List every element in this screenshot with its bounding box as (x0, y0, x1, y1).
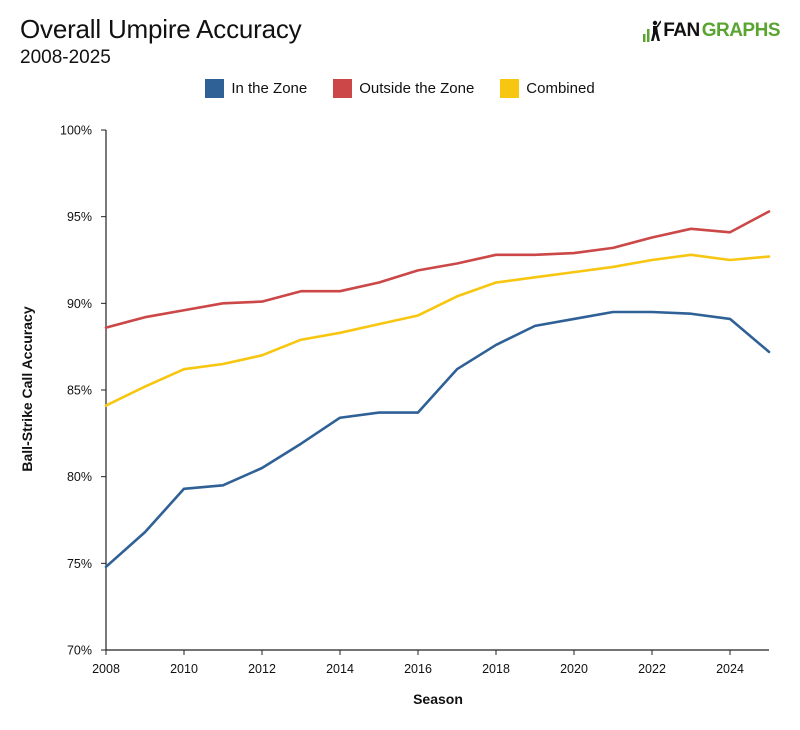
x-tick-label: 2010 (170, 662, 198, 676)
legend-label-in-zone: In the Zone (231, 80, 308, 97)
x-tick-label: 2014 (326, 662, 354, 676)
x-tick-label: 2018 (482, 662, 510, 676)
legend-label-combined: Combined (526, 80, 595, 97)
chart-subtitle: 2008-2025 (20, 47, 111, 68)
x-tick-label: 2008 (92, 662, 120, 676)
legend-item-combined: Combined (500, 79, 595, 98)
x-tick-label: 2012 (248, 662, 276, 676)
legend-item-in-zone: In the Zone (205, 79, 307, 98)
series-line-combined (104, 253, 771, 407)
x-tick-label: 2016 (404, 662, 432, 676)
legend-swatch-combined (500, 79, 520, 98)
logo-text-fan: FAN (663, 20, 700, 41)
fangraphs-logo[interactable]: FAN GRAPHS (643, 20, 781, 42)
legend-swatch-in-zone (205, 79, 225, 98)
y-tick-label: 80% (67, 470, 92, 484)
series-line-in-zone (104, 310, 771, 569)
y-tick-label: 90% (67, 297, 92, 311)
series-line-outside-zone (104, 210, 771, 329)
y-tick-label: 75% (67, 557, 92, 571)
x-tick-label: 2022 (638, 662, 666, 676)
y-axis-title: Ball-Strike Call Accuracy (19, 306, 35, 471)
y-tick-label: 100% (60, 124, 92, 138)
chart-title: Overall Umpire Accuracy (20, 14, 302, 44)
legend-label-outside-zone: Outside the Zone (359, 80, 475, 97)
x-tick-label: 2024 (716, 662, 744, 676)
x-axis-title: Season (413, 691, 463, 707)
y-tick-label: 95% (67, 210, 92, 224)
logo-text-graphs: GRAPHS (701, 20, 781, 41)
y-tick-label: 85% (67, 384, 92, 398)
series-lines (104, 210, 771, 569)
legend-swatch-outside-zone (333, 79, 353, 98)
x-tick-label: 2020 (560, 662, 588, 676)
legend-item-outside-zone: Outside the Zone (333, 79, 474, 98)
y-tick-label: 70% (67, 644, 92, 658)
legend: In the Zone Outside the Zone Combined (0, 79, 800, 98)
axes: 70% 75% 80% 85% 90% 95% 100% 2008 2010 2012 2014 20… (60, 124, 769, 676)
batter-icon (643, 20, 662, 42)
